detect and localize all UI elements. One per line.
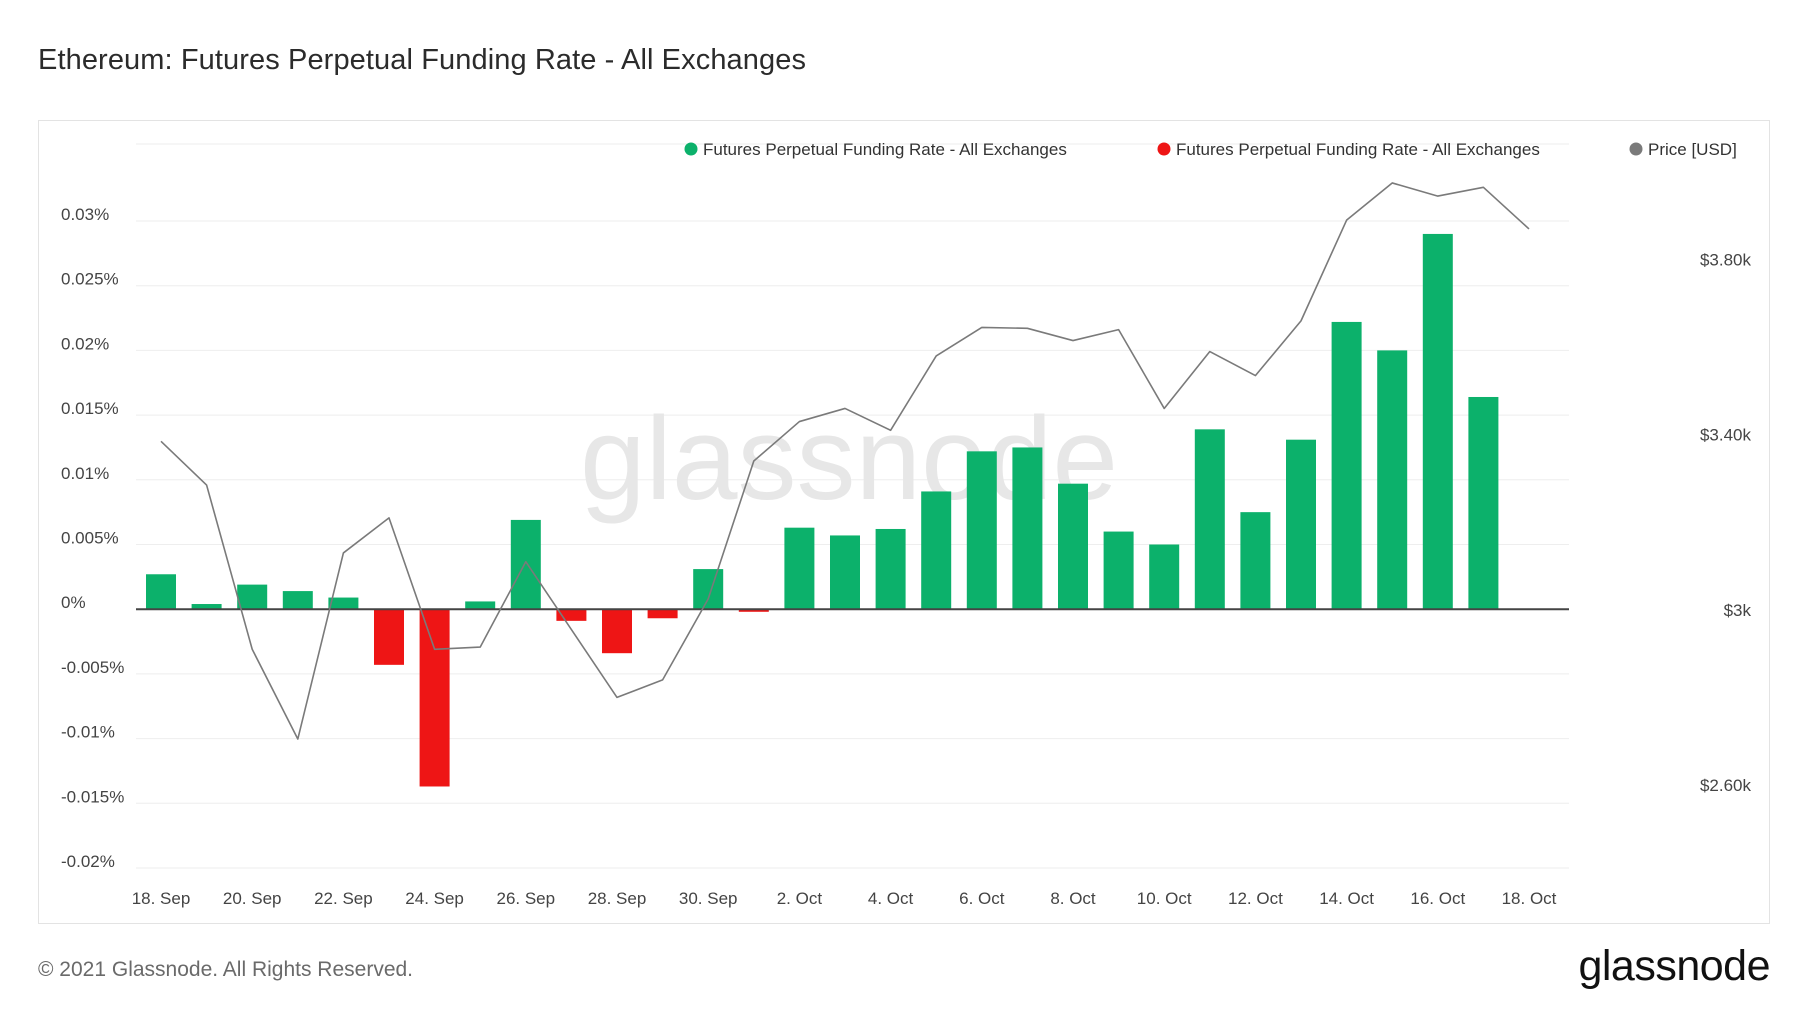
x-tick-label: 30. Sep — [679, 889, 738, 908]
y-right-axis: $3.80k $3.40k $3k $2.60k — [1700, 251, 1752, 795]
chart-panel: glassnode 0.03% 0.025% 0.02% 0.015% 0.01% 0.0… — [38, 120, 1770, 924]
x-tick-label: 8. Oct — [1050, 889, 1096, 908]
x-tick-label: 22. Sep — [314, 889, 373, 908]
y-left-tick-label: 0.025% — [61, 270, 119, 289]
legend-label: Futures Perpetual Funding Rate - All Exc… — [703, 140, 1067, 159]
funding-bar[interactable] — [1286, 439, 1316, 610]
y-right-tick-label: $3.80k — [1700, 251, 1752, 270]
funding-bar[interactable] — [784, 527, 815, 610]
funding-bar[interactable] — [875, 528, 906, 610]
funding-bar[interactable] — [1331, 321, 1362, 610]
x-tick-label: 18. Oct — [1502, 889, 1557, 908]
y-left-tick-label: -0.02% — [61, 852, 115, 871]
funding-bar[interactable] — [1058, 483, 1088, 610]
funding-bar[interactable] — [282, 591, 313, 610]
y-left-tick-label: 0.015% — [61, 399, 119, 418]
funding-bar[interactable] — [921, 491, 952, 610]
legend-item[interactable]: Futures Perpetual Funding Rate - All Exc… — [1157, 140, 1540, 159]
y-left-tick-label: 0.03% — [61, 205, 109, 224]
funding-bar[interactable] — [556, 609, 587, 621]
x-tick-label: 24. Sep — [405, 889, 464, 908]
y-left-tick-label: 0.01% — [61, 464, 109, 483]
copyright-footer: © 2021 Glassnode. All Rights Reserved. — [38, 958, 414, 981]
funding-bar[interactable] — [1377, 350, 1408, 610]
y-left-tick-label: 0.005% — [61, 529, 119, 548]
funding-bar[interactable] — [237, 584, 268, 610]
funding-bar[interactable] — [146, 574, 176, 610]
funding-bar[interactable] — [1103, 531, 1134, 610]
x-tick-label: 6. Oct — [959, 889, 1005, 908]
price-series — [160, 182, 1530, 740]
x-tick-label: 10. Oct — [1137, 889, 1192, 908]
funding-bar[interactable] — [647, 609, 678, 619]
y-left-axis: 0.03% 0.025% 0.02% 0.015% 0.01% 0.005% 0% -0.00… — [61, 205, 124, 871]
legend-label: Price [USD] — [1648, 140, 1737, 159]
legend-marker — [1157, 142, 1171, 156]
funding-bar[interactable] — [374, 609, 404, 665]
x-tick-label: 20. Sep — [223, 889, 282, 908]
legend-item[interactable]: Price [USD] — [1629, 140, 1737, 159]
funding-bar[interactable] — [465, 601, 496, 610]
funding-bar[interactable] — [191, 604, 222, 610]
funding-bar[interactable] — [1240, 512, 1271, 610]
funding-bar[interactable] — [1422, 233, 1453, 610]
funding-bar[interactable] — [419, 609, 450, 787]
y-right-tick-label: $3k — [1724, 601, 1752, 620]
funding-bar[interactable] — [510, 519, 541, 610]
funding-bar[interactable] — [966, 451, 997, 610]
funding-bar[interactable] — [830, 535, 860, 610]
funding-bar[interactable] — [1468, 396, 1499, 610]
funding-bar[interactable] — [602, 609, 632, 654]
bar-series — [146, 233, 1499, 787]
grid-lines — [136, 143, 1569, 869]
y-right-tick-label: $3.40k — [1700, 426, 1752, 445]
funding-bar[interactable] — [1149, 544, 1180, 610]
funding-rate-chart: glassnode 0.03%0.025%0.02%0.015%0.01%0.0… — [61, 140, 1752, 908]
x-tick-label: 14. Oct — [1319, 889, 1374, 908]
legend-label: Futures Perpetual Funding Rate - All Exc… — [1176, 140, 1540, 159]
legend-item[interactable]: Futures Perpetual Funding Rate - All Exc… — [684, 140, 1067, 159]
y-left-tick-label: -0.01% — [61, 723, 115, 742]
x-tick-label: 26. Sep — [496, 889, 555, 908]
legend: Futures Perpetual Funding Rate - All Exc… — [684, 140, 1737, 159]
funding-bar[interactable] — [1194, 429, 1225, 610]
legend-marker — [684, 142, 698, 156]
y-left-tick-label: -0.005% — [61, 658, 124, 677]
x-tick-label: 28. Sep — [588, 889, 647, 908]
funding-bar[interactable] — [738, 609, 769, 612]
y-left-tick-label: 0.02% — [61, 334, 109, 353]
funding-bar[interactable] — [693, 569, 724, 610]
y-right-tick-label: $2.60k — [1700, 776, 1752, 795]
x-tick-label: 12. Oct — [1228, 889, 1283, 908]
x-tick-label: 2. Oct — [777, 889, 823, 908]
legend-marker — [1629, 142, 1643, 156]
x-tick-label: 18. Sep — [132, 889, 191, 908]
x-tick-label: 4. Oct — [868, 889, 914, 908]
funding-bar[interactable] — [328, 597, 359, 610]
chart-title: Ethereum: Futures Perpetual Funding Rate… — [38, 44, 807, 76]
y-left-tick-label: -0.015% — [61, 787, 124, 806]
funding-bar[interactable] — [1012, 447, 1043, 610]
x-tick-label: 16. Oct — [1410, 889, 1465, 908]
y-left-tick-label: 0% — [61, 593, 86, 612]
glassnode-logo[interactable]: glassnode — [1578, 942, 1770, 990]
x-axis: 18. Sep 20. Sep 22. Sep 24. Sep 26. Sep 28. S… — [132, 889, 1557, 908]
price-line[interactable] — [160, 182, 1530, 740]
